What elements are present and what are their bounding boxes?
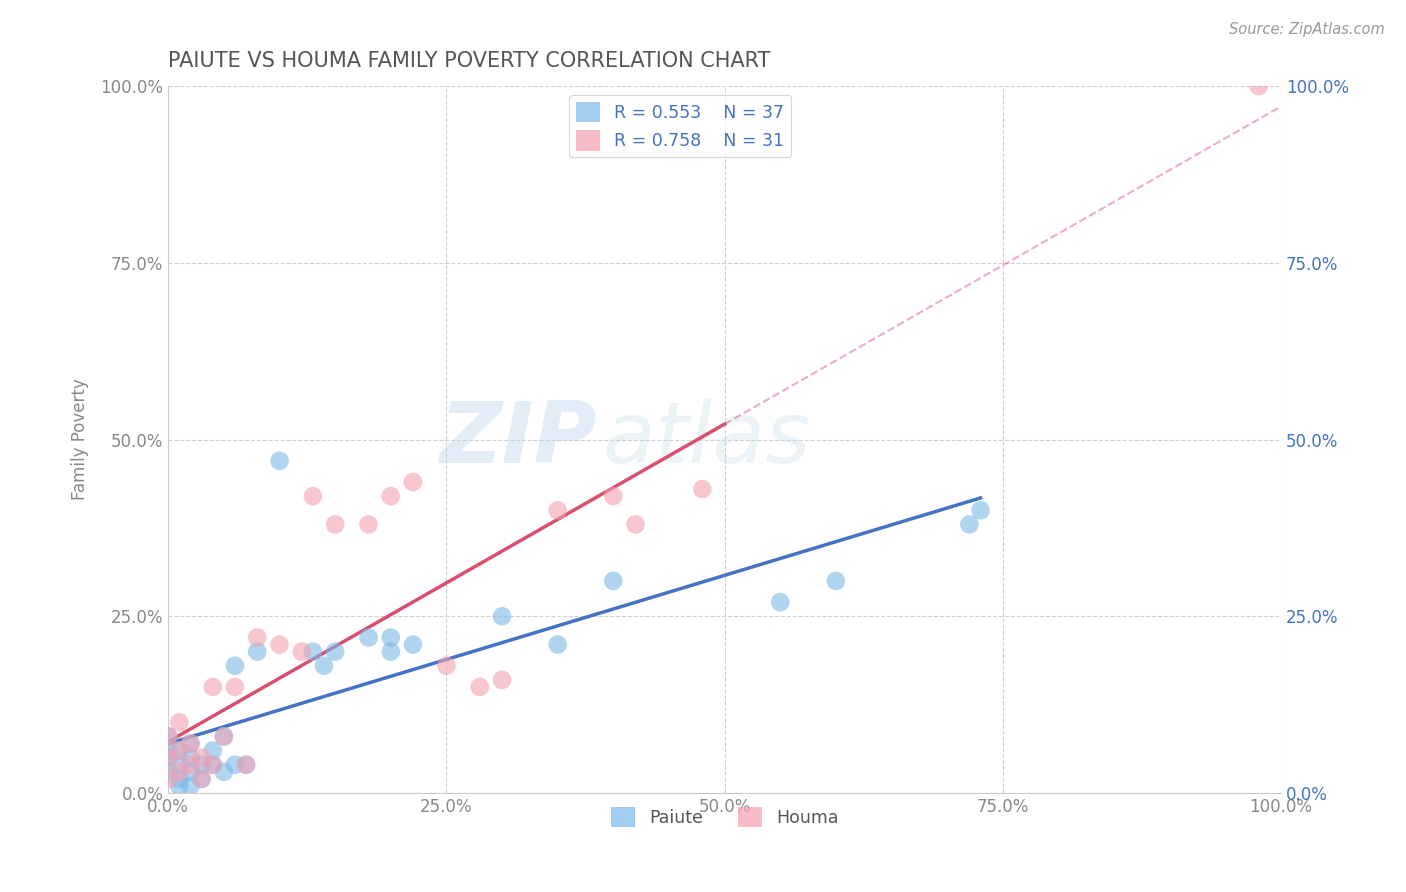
- Point: [157, 730, 180, 744]
- Point: [269, 454, 291, 468]
- Point: [179, 764, 201, 779]
- Point: [291, 645, 314, 659]
- Point: [169, 764, 191, 779]
- Point: [190, 757, 212, 772]
- Point: [212, 730, 235, 744]
- Point: [380, 645, 402, 659]
- Point: [402, 475, 425, 489]
- Point: [269, 638, 291, 652]
- Point: [190, 772, 212, 786]
- Point: [157, 750, 180, 764]
- Point: [235, 757, 257, 772]
- Point: [323, 645, 346, 659]
- Point: [169, 779, 191, 793]
- Point: [491, 673, 513, 687]
- Point: [468, 680, 491, 694]
- Point: [169, 757, 191, 772]
- Point: [491, 609, 513, 624]
- Point: [357, 517, 380, 532]
- Point: [157, 730, 180, 744]
- Point: [157, 772, 180, 786]
- Point: [169, 715, 191, 730]
- Point: [602, 489, 624, 503]
- Point: [212, 730, 235, 744]
- Point: [179, 750, 201, 764]
- Point: [201, 757, 224, 772]
- Point: [969, 503, 991, 517]
- Point: [380, 631, 402, 645]
- Point: [957, 517, 980, 532]
- Point: [169, 772, 191, 786]
- Point: [201, 680, 224, 694]
- Point: [157, 743, 180, 757]
- Point: [602, 574, 624, 588]
- Point: [179, 737, 201, 751]
- Point: [246, 631, 269, 645]
- Legend: Paiute, Houma: Paiute, Houma: [605, 800, 845, 834]
- Point: [157, 750, 180, 764]
- Point: [402, 638, 425, 652]
- Point: [692, 482, 714, 496]
- Point: [212, 764, 235, 779]
- Point: [190, 772, 212, 786]
- Point: [302, 645, 325, 659]
- Point: [1247, 79, 1270, 94]
- Point: [357, 631, 380, 645]
- Point: [201, 757, 224, 772]
- Point: [302, 489, 325, 503]
- Point: [380, 489, 402, 503]
- Point: [224, 680, 246, 694]
- Text: Source: ZipAtlas.com: Source: ZipAtlas.com: [1229, 22, 1385, 37]
- Point: [769, 595, 792, 609]
- Point: [547, 638, 569, 652]
- Y-axis label: Family Poverty: Family Poverty: [72, 379, 89, 500]
- Point: [224, 658, 246, 673]
- Point: [434, 658, 457, 673]
- Text: PAIUTE VS HOUMA FAMILY POVERTY CORRELATION CHART: PAIUTE VS HOUMA FAMILY POVERTY CORRELATI…: [169, 51, 770, 70]
- Point: [190, 750, 212, 764]
- Point: [157, 764, 180, 779]
- Point: [224, 757, 246, 772]
- Point: [179, 779, 201, 793]
- Point: [169, 743, 191, 757]
- Point: [624, 517, 647, 532]
- Point: [179, 737, 201, 751]
- Point: [312, 658, 335, 673]
- Text: atlas: atlas: [602, 398, 810, 481]
- Point: [323, 517, 346, 532]
- Text: ZIP: ZIP: [439, 398, 596, 481]
- Point: [824, 574, 846, 588]
- Point: [201, 743, 224, 757]
- Point: [169, 743, 191, 757]
- Point: [547, 503, 569, 517]
- Point: [246, 645, 269, 659]
- Point: [235, 757, 257, 772]
- Point: [179, 757, 201, 772]
